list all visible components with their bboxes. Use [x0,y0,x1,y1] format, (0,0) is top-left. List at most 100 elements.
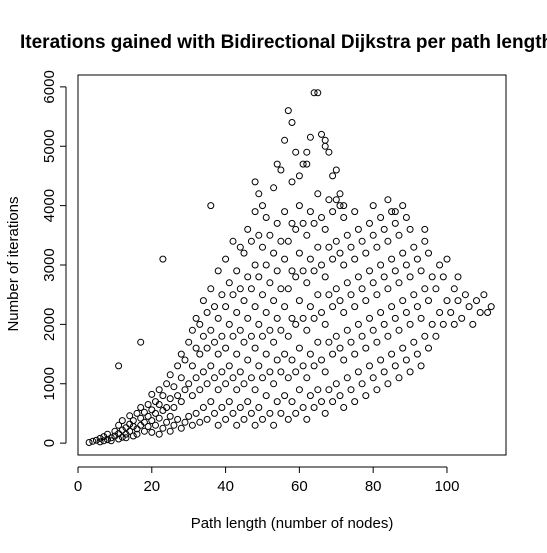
data-point [199,404,207,411]
data-point [347,386,355,394]
data-point [318,356,325,364]
data-point [122,424,130,432]
data-point [303,279,311,287]
data-point [170,421,178,429]
data-point [458,314,466,322]
data-point [222,380,230,388]
data-point [244,225,252,233]
data-point [417,362,425,370]
data-point [229,409,237,417]
data-point [428,273,436,281]
chart-title: Iterations gained with Bidirectional Dij… [20,32,547,53]
data-point [107,434,115,442]
data-point [233,350,241,358]
data-point [306,303,314,311]
data-point [413,350,421,358]
data-point [343,374,351,382]
x-tick-label: 80 [365,478,382,495]
plot-frame [77,74,507,456]
data-point [399,249,407,257]
x-tick-label: 20 [143,478,160,495]
data-point [292,368,300,376]
data-point [354,225,362,233]
data-point [358,332,366,340]
data-point [225,279,233,287]
data-point [214,421,222,429]
data-point [284,107,292,115]
y-tick-label: 0 [41,439,58,447]
data-point [236,326,244,334]
data-point [329,208,337,216]
data-point [473,297,480,305]
data-point [185,338,193,346]
data-point [133,425,141,433]
x-tick-label: 40 [217,478,234,495]
data-point [163,380,171,388]
data-point [369,231,377,239]
data-point [399,202,407,210]
data-point [262,350,270,358]
data-point [255,190,263,198]
data-point [100,437,108,445]
y-tick-label: 6000 [41,70,58,103]
data-point [270,184,278,192]
data-point [118,417,126,425]
data-point [247,237,255,245]
data-point [303,231,311,239]
data-point [443,297,451,305]
data-point [395,231,403,239]
data-point [148,406,156,414]
data-point [373,291,381,299]
data-point [255,320,263,328]
data-point [292,320,300,328]
data-point [384,285,392,293]
data-point [306,255,314,263]
data-point [384,332,392,340]
data-point [259,332,266,340]
data-point [273,160,281,168]
data-point [369,279,377,287]
data-point [118,426,126,434]
data-point [406,368,414,376]
data-point [273,356,281,364]
data-point [244,273,252,281]
data-point [104,436,111,444]
x-axis-label: Path length (number of nodes) [191,515,394,532]
data-point [144,412,152,420]
data-point [432,332,440,340]
data-point [358,237,366,245]
data-point [177,350,185,358]
data-point [192,314,200,322]
data-point [148,428,156,436]
data-point [188,362,196,370]
data-point [299,362,307,370]
data-point [432,285,440,293]
data-point [140,418,148,426]
data-point [196,320,204,328]
data-point [318,130,325,138]
data-point [259,202,266,210]
data-point [266,368,274,376]
x-tick-label: 100 [434,478,459,495]
data-point [251,261,259,269]
data-point [347,338,355,346]
data-point [273,267,281,275]
data-point [281,208,289,216]
data-point [469,320,477,328]
data-point [306,133,314,141]
data-point [281,303,289,311]
data-point [332,196,340,204]
data-point [425,344,432,352]
data-point [325,338,333,346]
data-point [207,326,215,334]
data-point [329,303,337,311]
data-point [295,249,303,257]
data-point [188,392,196,400]
data-point [185,412,193,420]
data-point [155,386,163,394]
data-point [343,231,351,239]
data-point [310,267,318,275]
data-point [277,409,285,417]
data-point [251,303,259,311]
data-point [406,273,414,281]
